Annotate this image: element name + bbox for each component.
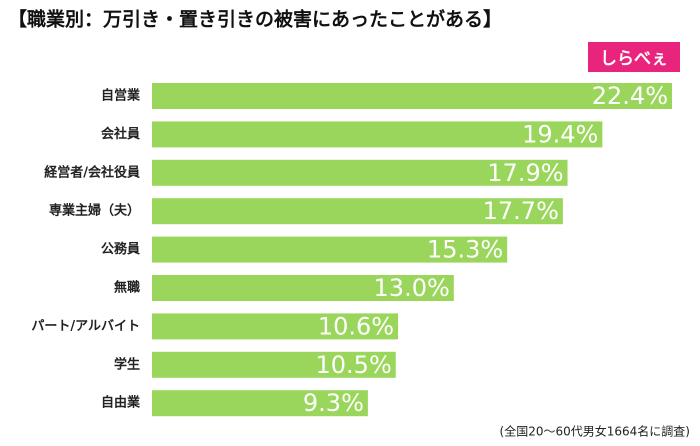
category-label: 自営業 xyxy=(101,88,141,104)
category-label: 会社員 xyxy=(101,126,140,142)
value-label: 17.7% xyxy=(483,197,559,225)
category-label: 公務員 xyxy=(101,241,140,257)
category-label: 学生 xyxy=(114,356,140,372)
logo: しらべぇ xyxy=(600,49,668,69)
category-label: 無職 xyxy=(114,280,140,296)
value-label: 22.4% xyxy=(592,82,668,110)
value-label: 17.9% xyxy=(487,159,563,187)
bar xyxy=(152,198,563,225)
value-label: 19.4% xyxy=(522,120,598,148)
bar xyxy=(152,83,672,109)
value-label: 9.3% xyxy=(303,389,364,417)
note: (全国20～60代男女1664名に調査) xyxy=(500,424,690,439)
bar xyxy=(152,236,508,263)
bar xyxy=(152,313,399,340)
value-label: 10.6% xyxy=(318,312,394,340)
bar xyxy=(152,275,454,301)
bar xyxy=(152,390,368,417)
value-label: 10.5% xyxy=(316,351,392,379)
category-label: 自由業 xyxy=(101,395,141,411)
bar xyxy=(152,159,568,186)
value-label: 13.0% xyxy=(374,274,450,302)
bar xyxy=(152,351,396,378)
category-label: 専業主婦（夫） xyxy=(49,203,140,219)
category-label: パート/アルバイト xyxy=(31,319,140,334)
value-label: 15.3% xyxy=(427,236,503,264)
logo-box xyxy=(588,42,680,72)
chart-title: 【職業別：万引き・置き引きの被害にあったことがある】 xyxy=(8,8,502,31)
bar xyxy=(152,121,603,148)
category-label: 経営者/会社役員 xyxy=(44,164,140,180)
